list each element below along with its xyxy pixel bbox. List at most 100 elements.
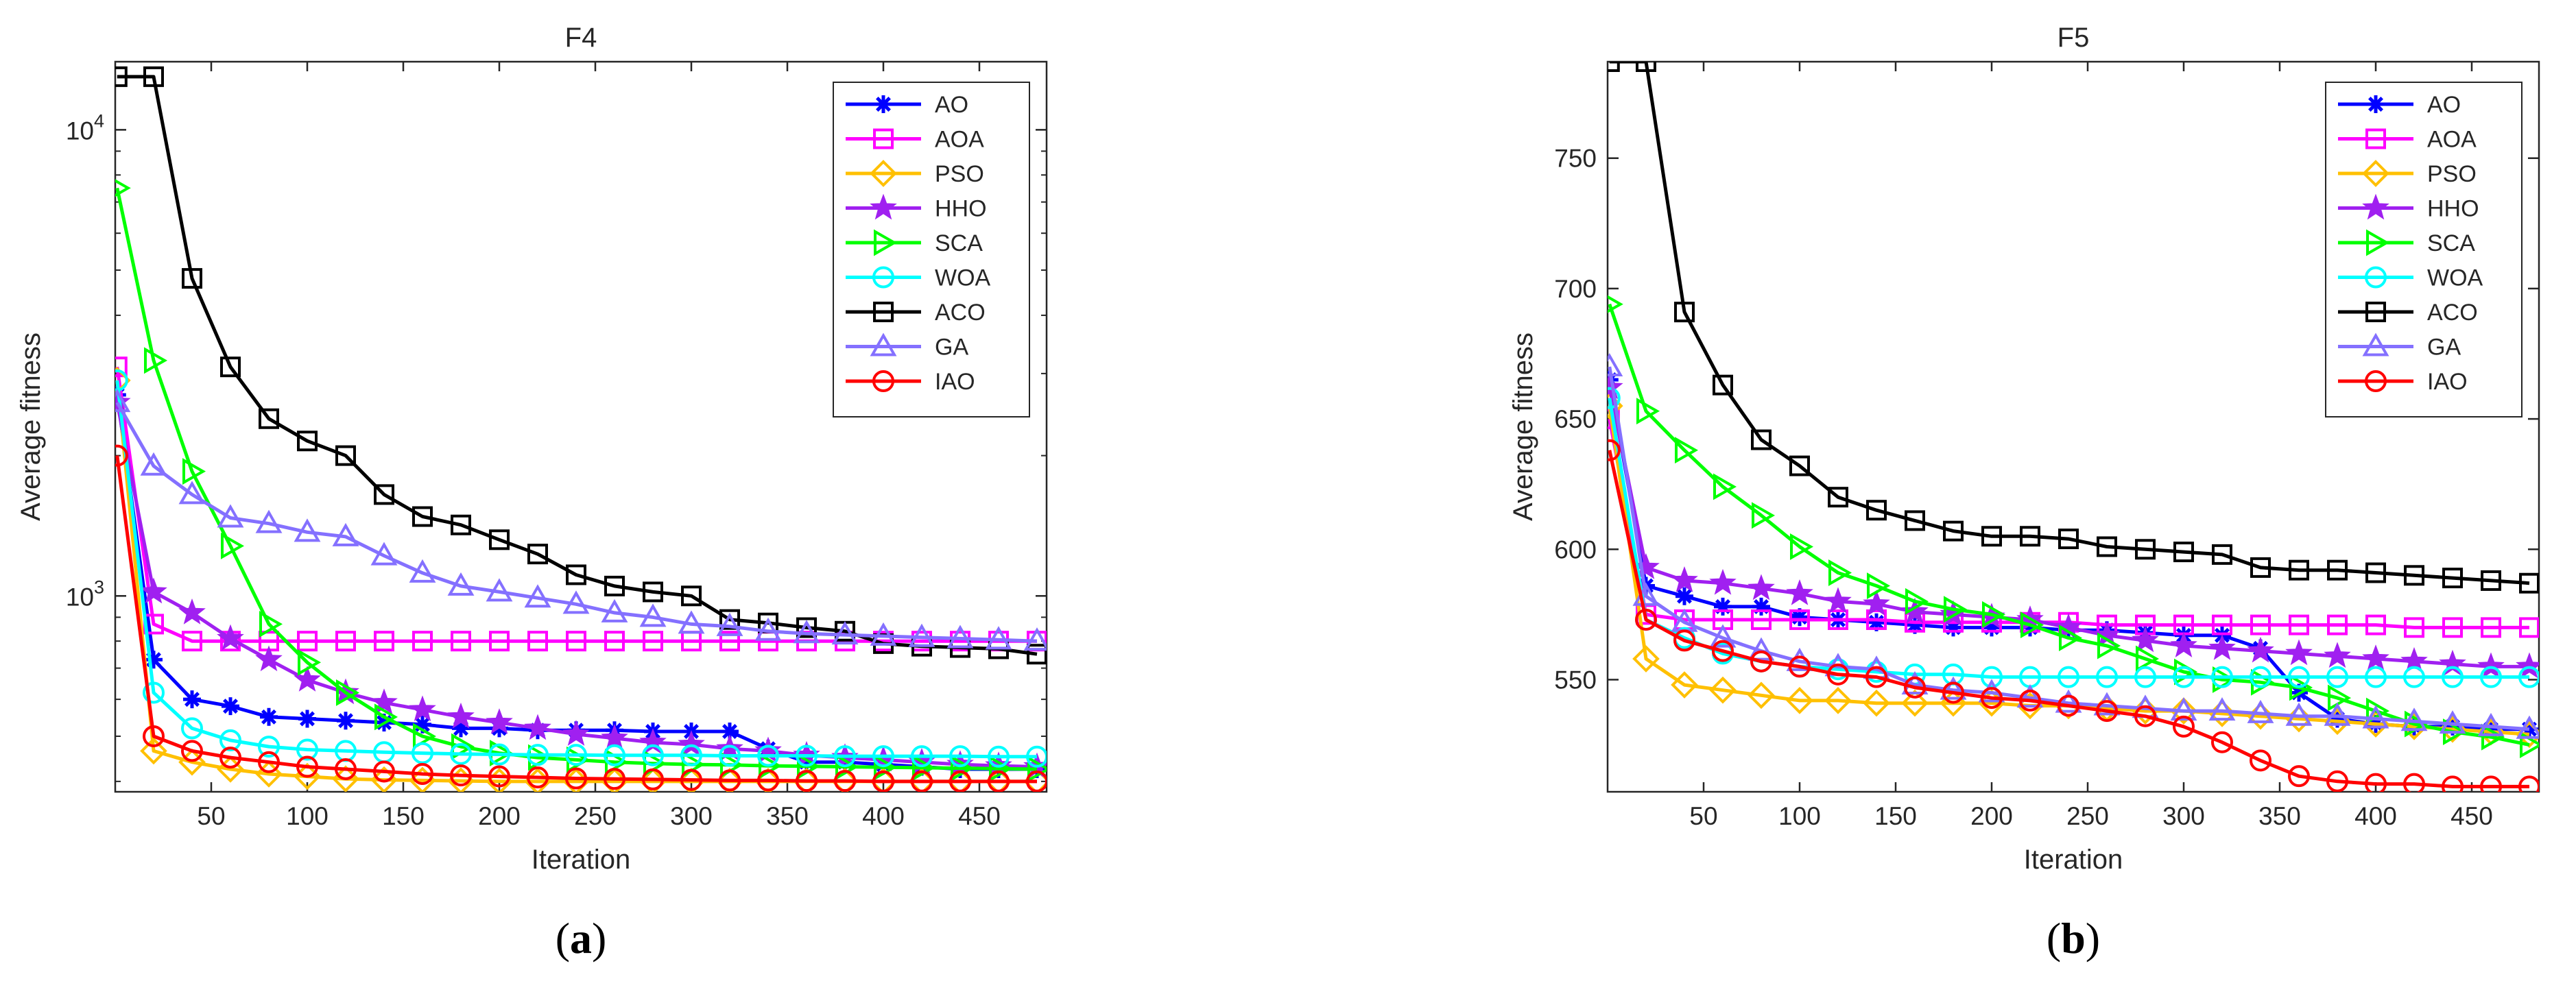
data-point <box>2403 666 2425 688</box>
legend-item-hho: HHO <box>846 193 987 222</box>
data-point <box>872 745 894 768</box>
y-tick-label: 550 <box>1554 666 1597 694</box>
data-point <box>2480 775 2502 792</box>
data-point <box>601 724 628 750</box>
data-point <box>757 769 779 792</box>
legend-marker <box>2365 128 2386 149</box>
legend-label: PSO <box>935 161 984 187</box>
data-point <box>258 751 280 773</box>
data-point <box>143 725 165 747</box>
x-tick-label: 250 <box>2066 802 2109 830</box>
x-tick-label: 350 <box>766 802 809 830</box>
data-point <box>115 356 128 378</box>
data-point <box>260 707 278 726</box>
data-point <box>2058 529 2079 550</box>
data-point <box>678 610 705 634</box>
data-point <box>2285 639 2313 666</box>
data-point <box>796 617 817 638</box>
data-point <box>2520 731 2539 758</box>
data-point <box>337 712 355 730</box>
legend-marker <box>2366 229 2390 256</box>
legend-item-pso: PSO <box>2338 160 2477 187</box>
data-point <box>2326 770 2348 792</box>
data-point <box>2403 773 2425 792</box>
legend: AO AOA PSO HHO SCA WOA ACO GA IAO <box>833 82 1030 417</box>
data-point <box>1673 629 1695 652</box>
legend-marker <box>2362 160 2389 187</box>
data-point <box>486 708 513 734</box>
data-point <box>452 719 470 738</box>
data-point <box>1713 473 1737 500</box>
data-point <box>949 770 971 792</box>
data-point <box>1828 487 1848 508</box>
data-point <box>796 744 818 767</box>
data-point <box>719 769 741 792</box>
data-point <box>2289 674 2313 701</box>
data-point <box>2097 632 2121 659</box>
data-point <box>370 542 398 566</box>
data-point <box>719 744 741 767</box>
y-tick-label: 750 <box>1554 145 1597 173</box>
data-point <box>115 179 131 197</box>
data-point <box>2519 617 2539 638</box>
data-point <box>140 452 167 476</box>
data-point <box>908 623 935 647</box>
data-point <box>217 624 244 651</box>
data-point <box>1751 429 1772 450</box>
legend-marker <box>873 128 894 149</box>
data-point <box>566 564 586 585</box>
data-point <box>488 743 510 766</box>
data-point <box>297 431 318 452</box>
data-point <box>1901 671 1929 695</box>
data-point <box>259 408 279 429</box>
data-point <box>2020 526 2040 547</box>
legend-marker <box>2362 332 2389 356</box>
data-point <box>1786 579 1813 605</box>
plot-area <box>115 66 1047 792</box>
y-axis-label: Average fitness <box>16 332 46 521</box>
legend-marker <box>872 370 894 392</box>
data-point <box>2404 617 2424 638</box>
data-point <box>178 598 206 625</box>
data-point <box>2058 694 2079 717</box>
data-point <box>2020 611 2044 639</box>
data-point <box>374 703 398 731</box>
data-point <box>716 612 743 636</box>
data-point <box>524 584 551 608</box>
data-point <box>451 631 471 652</box>
legend-marker <box>870 160 897 187</box>
data-point <box>2477 712 2505 736</box>
data-point <box>374 631 394 652</box>
data-point <box>1632 645 1660 673</box>
data-point <box>604 744 625 766</box>
data-point <box>2328 710 2346 728</box>
data-point <box>1943 520 1964 542</box>
data-point <box>412 762 433 785</box>
data-point <box>451 733 475 760</box>
data-point <box>2212 614 2232 635</box>
data-point <box>2516 715 2539 739</box>
data-point <box>1789 655 1811 678</box>
data-point <box>221 532 245 559</box>
data-point <box>181 717 203 740</box>
data-point <box>949 745 971 768</box>
data-point <box>721 723 739 740</box>
data-point <box>1828 559 1852 586</box>
legend-item-iao: IAO <box>846 369 975 395</box>
data-point <box>601 598 628 622</box>
legend-item-aco: ACO <box>846 300 986 326</box>
x-tick-label: 100 <box>1778 802 1821 830</box>
data-point <box>988 745 1010 768</box>
data-point <box>335 631 356 652</box>
x-tick-label: 300 <box>2162 802 2205 830</box>
y-tick-label: 700 <box>1554 275 1597 303</box>
data-point <box>2250 557 2271 578</box>
data-point <box>604 575 625 596</box>
legend-label: ACO <box>935 300 986 326</box>
data-point <box>2136 645 2160 673</box>
data-point <box>2055 689 2082 713</box>
series-ga <box>115 389 1047 651</box>
data-point <box>296 755 318 778</box>
panel-caption: (b) <box>2047 914 2100 962</box>
data-point <box>2059 625 2083 652</box>
